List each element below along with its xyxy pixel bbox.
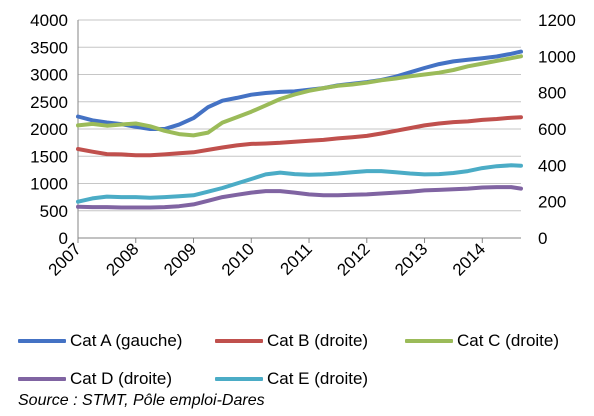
legend: Cat A (gauche) Cat B (droite) Cat C (dro… — [18, 322, 588, 398]
y-left-tick-label: 4000 — [30, 11, 68, 30]
legend-swatch-cat-c — [405, 339, 453, 343]
y-left-tick-label: 0 — [59, 229, 68, 248]
x-tick-label: 2011 — [277, 239, 316, 278]
gridlines — [78, 19, 521, 212]
legend-swatch-cat-d — [18, 377, 66, 381]
y-right-tick-label: 1000 — [538, 47, 576, 66]
y-right-tick-label: 600 — [538, 120, 566, 139]
x-tick-label: 2010 — [218, 239, 258, 279]
y-left-tick-label: 3000 — [30, 66, 68, 85]
series-lines — [76, 49, 523, 210]
y-left-tick-label: 2000 — [30, 120, 68, 139]
y-right-tick-label: 0 — [538, 229, 547, 248]
legend-row: Cat D (droite) Cat E (droite) — [18, 360, 588, 398]
y-left-tick-label: 500 — [40, 202, 68, 221]
legend-item-cat-a: Cat A (gauche) — [18, 331, 215, 351]
series-line-2 — [76, 115, 523, 158]
series-line-3 — [76, 54, 523, 138]
legend-item-cat-e: Cat E (droite) — [215, 369, 368, 389]
legend-item-cat-b: Cat B (droite) — [215, 331, 405, 351]
legend-row: Cat A (gauche) Cat B (droite) Cat C (dro… — [18, 322, 588, 360]
y-left-tick-label: 2500 — [30, 93, 68, 112]
legend-label-cat-c: Cat C (droite) — [457, 331, 560, 350]
series-line-5 — [76, 163, 523, 204]
y-right-tick-label: 200 — [538, 193, 566, 212]
y-right-tick-label: 1200 — [538, 11, 576, 30]
x-tick-label: 2013 — [391, 239, 431, 279]
legend-label-cat-e: Cat E (droite) — [267, 369, 369, 388]
legend-label-cat-d: Cat D (droite) — [70, 369, 173, 388]
x-tick-label: 2007 — [45, 239, 85, 279]
legend-swatch-cat-b — [215, 339, 263, 343]
y-left-tick-label: 1500 — [30, 147, 68, 166]
series-line-4 — [76, 185, 523, 210]
y-right-tick-label: 400 — [538, 156, 566, 175]
x-tick-label: 2014 — [449, 239, 489, 279]
x-tick-label: 2012 — [333, 239, 373, 279]
line-chart: 0 500 1000 1500 2000 2500 3000 3500 4000 0 200 400… — [30, 11, 576, 280]
source-note: Source : STMT, Pôle emploi-Dares — [18, 392, 265, 409]
legend-swatch-cat-a — [18, 339, 66, 343]
legend-item-cat-d: Cat D (droite) — [18, 369, 215, 389]
legend-label-cat-a: Cat A (gauche) — [70, 331, 183, 350]
y-right-tick-label: 800 — [538, 84, 566, 103]
x-tick-label: 2008 — [102, 239, 142, 279]
series-line-1 — [76, 49, 523, 131]
x-tick-label: 2009 — [160, 239, 200, 279]
legend-swatch-cat-e — [215, 377, 263, 381]
y-left-tick-label: 3500 — [30, 38, 68, 57]
legend-label-cat-b: Cat B (droite) — [267, 331, 369, 350]
x-axis: 2007 2008 2009 2010 2011 2012 2013 2014 — [45, 20, 521, 280]
right-y-axis: 0 200 400 600 800 1000 1200 — [538, 11, 576, 248]
legend-item-cat-c: Cat C (droite) — [405, 331, 559, 351]
left-y-axis: 0 500 1000 1500 2000 2500 3000 3500 4000 — [30, 11, 68, 248]
y-left-tick-label: 1000 — [30, 175, 68, 194]
